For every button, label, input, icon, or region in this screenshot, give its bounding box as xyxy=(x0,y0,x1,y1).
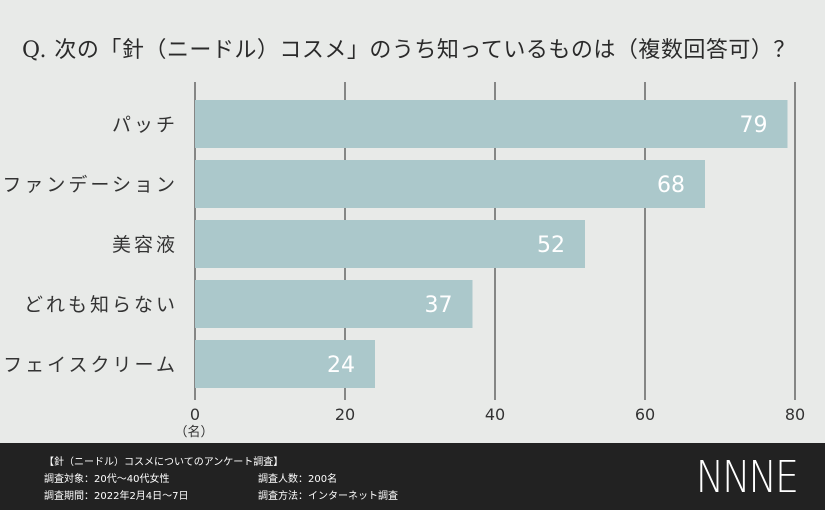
bar xyxy=(195,160,705,208)
data-label: 79 xyxy=(740,113,768,138)
x-tick-label: 20 xyxy=(335,405,355,424)
bar-layer xyxy=(195,100,788,388)
x-tick-label: 60 xyxy=(635,405,655,424)
category-label: ファンデーション xyxy=(2,174,178,196)
footer-period: 調査期間：2022年2月4日～7日 xyxy=(44,491,189,502)
footer-title: 【針（ニードル）コスメについてのアンケート調査】 xyxy=(44,457,284,468)
bar xyxy=(195,340,375,388)
footer-method: 調査方法：インターネット調査 xyxy=(258,491,398,502)
x-tick-label: 0 xyxy=(190,405,200,424)
category-label: どれも知らない xyxy=(24,294,178,316)
data-label: 24 xyxy=(327,353,355,378)
question-title: Q. 次の「針（ニードル）コスメ」のうち知っているものは（複数回答可）？ xyxy=(22,38,796,63)
brand-logo: NNNE xyxy=(695,451,799,503)
category-label: パッチ xyxy=(112,114,178,136)
data-label: 68 xyxy=(657,173,685,198)
label-layer: 0 20 40 60 80 79 パッチ 68 ファンデーション 52 美容液 37 どれも知らない 24… xyxy=(2,113,805,424)
footer-target: 調査対象：20代～40代女性 xyxy=(44,474,170,485)
category-label: フェイスクリーム xyxy=(3,354,178,376)
data-label: 52 xyxy=(537,233,565,258)
bar xyxy=(195,100,788,148)
data-label: 37 xyxy=(425,293,453,318)
x-axis-unit: （名） xyxy=(174,424,213,440)
x-tick-label: 80 xyxy=(785,405,805,424)
bar xyxy=(195,220,585,268)
footer-count: 調査人数：200名 xyxy=(258,474,338,485)
bar-chart: 0 20 40 60 80 79 パッチ 68 ファンデーション 52 美容液 37 どれも知らない 24… xyxy=(2,82,805,440)
x-tick-label: 40 xyxy=(485,405,505,424)
bar xyxy=(195,280,473,328)
category-label: 美容液 xyxy=(112,234,178,256)
survey-footer: 【針（ニードル）コスメについてのアンケート調査】 調査対象：20代～40代女性 … xyxy=(0,443,825,510)
